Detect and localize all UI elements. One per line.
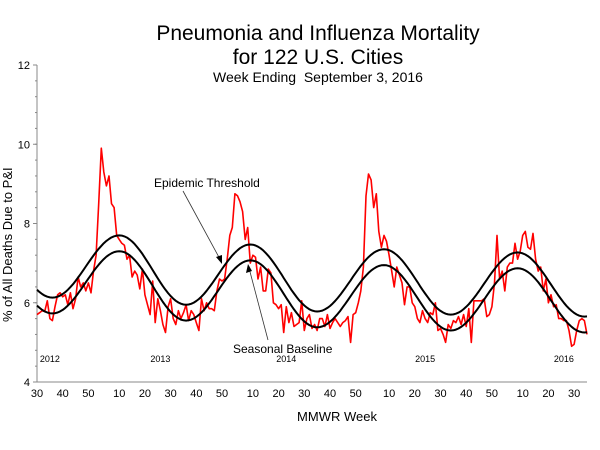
y-tick-label: 6 (24, 298, 30, 310)
year-label: 2014 (276, 354, 296, 364)
baseline-annotation: Seasonal Baseline (233, 264, 333, 356)
x-tick-label: 50 (486, 388, 498, 400)
x-tick-label: 10 (517, 388, 529, 400)
year-label: 2013 (150, 354, 170, 364)
x-tick-label: 10 (247, 388, 259, 400)
baseline-label: Seasonal Baseline (233, 342, 333, 356)
x-tick-label: 20 (542, 388, 554, 400)
x-tick-label: 40 (57, 388, 69, 400)
x-tick-label: 50 (82, 388, 94, 400)
baseline-arrow (248, 267, 269, 341)
seasonal-baseline-line (36, 250, 588, 334)
x-tick-label: 40 (190, 388, 202, 400)
axes: 4 6 8 10 12 30 40 50 10 20 30 40 50 10 20 30 40 50 10 20 30 4… (18, 60, 587, 400)
x-tick-label: 20 (272, 388, 284, 400)
x-tick-label: 30 (568, 388, 580, 400)
x-tick-label: 50 (216, 388, 228, 400)
x-tick-label: 10 (113, 388, 125, 400)
threshold-arrowhead (216, 255, 222, 264)
observed-line (36, 147, 588, 348)
baseline-arrowhead (246, 264, 252, 273)
y-tick-label: 12 (18, 60, 30, 72)
year-label: 2012 (40, 354, 60, 364)
x-tick-label: 30 (31, 388, 43, 400)
chart-title: Pneumonia and Influenza Mortality (156, 22, 480, 45)
x-tick-label: 20 (409, 388, 421, 400)
x-tick-label: 30 (298, 388, 310, 400)
x-tick-label: 50 (350, 388, 362, 400)
y-tick-label: 8 (24, 219, 30, 231)
x-tick-label: 40 (460, 388, 472, 400)
chart-title-line2: for 122 U.S. Cities (233, 46, 403, 69)
threshold-annotation: Epidemic Threshold (154, 176, 260, 264)
x-tick-label: 40 (324, 388, 336, 400)
y-axis-label: % of All Deaths Due to P&I (0, 167, 15, 322)
series-lines (36, 147, 588, 348)
x-tick-label: 10 (383, 388, 395, 400)
x-tick-label: 30 (165, 388, 177, 400)
year-label: 2016 (554, 354, 574, 364)
x-axis-label: MMWR Week (297, 409, 377, 424)
threshold-arrow (182, 190, 222, 262)
year-label: 2015 (415, 354, 435, 364)
epidemic-threshold-line (36, 234, 588, 318)
x-tick-label: 30 (434, 388, 446, 400)
threshold-label: Epidemic Threshold (154, 176, 260, 190)
x-tick-label: 20 (139, 388, 151, 400)
y-tick-label: 4 (24, 377, 30, 389)
y-tick-label: 10 (18, 139, 30, 151)
chart-subtitle: Week Ending September 3, 2016 (213, 69, 423, 85)
